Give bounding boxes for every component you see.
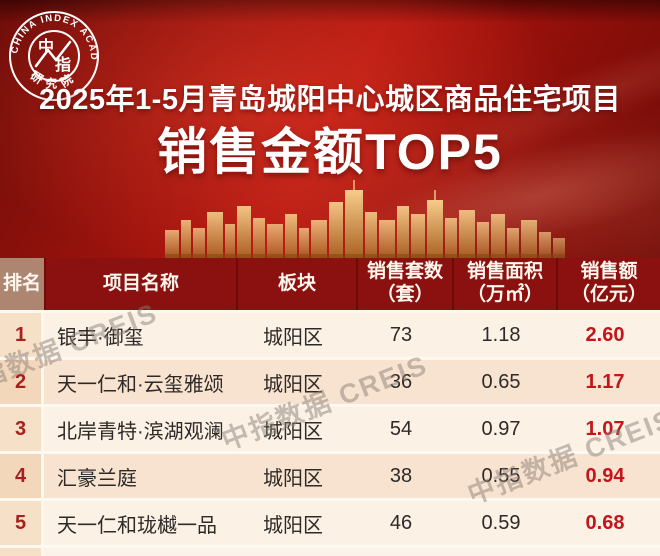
index-line-icon xyxy=(34,40,72,68)
col-header-amount-line1: 销售额 xyxy=(580,261,638,283)
sales-area-cell: 0.97 xyxy=(481,417,521,440)
sales-amount-cell: 1.07 xyxy=(585,417,625,440)
col-header-district: 板块 xyxy=(236,258,356,310)
project-name-cell: 北岸青特·滨湖观澜 xyxy=(57,420,224,443)
col-header-sales-amount: 销售额 （亿元） xyxy=(556,258,660,310)
poster-title: 销售金额TOP5 xyxy=(157,124,503,180)
table-row: 3 北岸青特·滨湖观澜 城阳区 54 0.97 1.07 xyxy=(0,404,660,451)
table-bottom-strip-rank xyxy=(0,548,44,556)
project-name-cell: 银丰·御玺 xyxy=(57,326,144,349)
district-cell: 城阳区 xyxy=(263,326,323,349)
sales-area-cell: 0.55 xyxy=(481,464,521,487)
col-header-amount-line2: （亿元） xyxy=(570,284,647,305)
project-name-cell: 汇豪兰庭 xyxy=(57,467,137,490)
district-cell: 城阳区 xyxy=(263,420,323,443)
project-name-cell: 天一仁和·云玺雅颂 xyxy=(57,373,224,396)
col-header-area-line1: 销售面积 xyxy=(466,261,543,283)
units-sold-cell: 36 xyxy=(389,370,413,393)
table-bottom-strip xyxy=(0,545,660,556)
table-row: 2 天一仁和·云玺雅颂 城阳区 36 0.65 1.17 xyxy=(0,357,660,404)
col-header-units-line1: 销售套数 xyxy=(366,261,443,283)
ranking-table: 排名 项目名称 板块 销售套数 （套） 销售面积 （万㎡） 销售额 （亿元） 1… xyxy=(0,258,660,556)
district-cell: 城阳区 xyxy=(263,373,323,396)
sales-amount-cell: 0.94 xyxy=(585,464,625,487)
col-header-sales-area: 销售面积 （万㎡） xyxy=(452,258,556,310)
col-header-rank: 排名 xyxy=(0,258,44,310)
table-row: 5 天一仁和珑樾一品 城阳区 46 0.59 0.68 xyxy=(0,498,660,545)
units-sold-cell: 46 xyxy=(389,511,413,534)
rank-cell: 1 xyxy=(0,313,44,357)
table-row: 1 银丰·御玺 城阳区 73 1.18 2.60 xyxy=(0,310,660,357)
china-index-academy-logo: CHINA INDEX ACADEMY 研究院 中 指 xyxy=(8,8,99,101)
col-header-units-line2: （套） xyxy=(376,284,434,305)
sales-amount-cell: 0.68 xyxy=(585,511,625,534)
rank-cell: 2 xyxy=(0,360,44,404)
units-sold-cell: 54 xyxy=(389,417,413,440)
poster-subtitle: 2025年1-5月青岛城阳中心城区商品住宅项目 xyxy=(39,84,621,116)
city-skyline-illustration xyxy=(165,180,565,258)
table-bottom-strip-rest xyxy=(44,548,660,556)
rank-cell: 4 xyxy=(0,454,44,498)
district-cell: 城阳区 xyxy=(263,514,323,537)
sales-amount-cell: 2.60 xyxy=(585,323,625,346)
units-sold-cell: 73 xyxy=(389,323,413,346)
col-header-area-line2: （万㎡） xyxy=(466,284,543,305)
units-sold-cell: 38 xyxy=(389,464,413,487)
district-cell: 城阳区 xyxy=(263,467,323,490)
col-header-project-name: 项目名称 xyxy=(44,258,236,310)
sales-area-cell: 1.18 xyxy=(481,323,521,346)
table-row: 4 汇豪兰庭 城阳区 38 0.55 0.94 xyxy=(0,451,660,498)
project-name-cell: 天一仁和珑樾一品 xyxy=(57,514,217,537)
table-header-row: 排名 项目名称 板块 销售套数 （套） 销售面积 （万㎡） 销售额 （亿元） xyxy=(0,258,660,310)
rank-cell: 3 xyxy=(0,407,44,451)
sales-area-cell: 0.59 xyxy=(481,511,521,534)
col-header-units-sold: 销售套数 （套） xyxy=(356,258,452,310)
rank-cell: 5 xyxy=(0,501,44,545)
banner: CHINA INDEX ACADEMY 研究院 中 指 2025年1-5月青岛城… xyxy=(0,0,660,290)
logo-char-zhong: 中 xyxy=(38,37,54,56)
sales-area-cell: 0.65 xyxy=(481,370,521,393)
logo-char-zhi: 指 xyxy=(55,55,71,74)
sales-amount-cell: 1.17 xyxy=(585,370,625,393)
